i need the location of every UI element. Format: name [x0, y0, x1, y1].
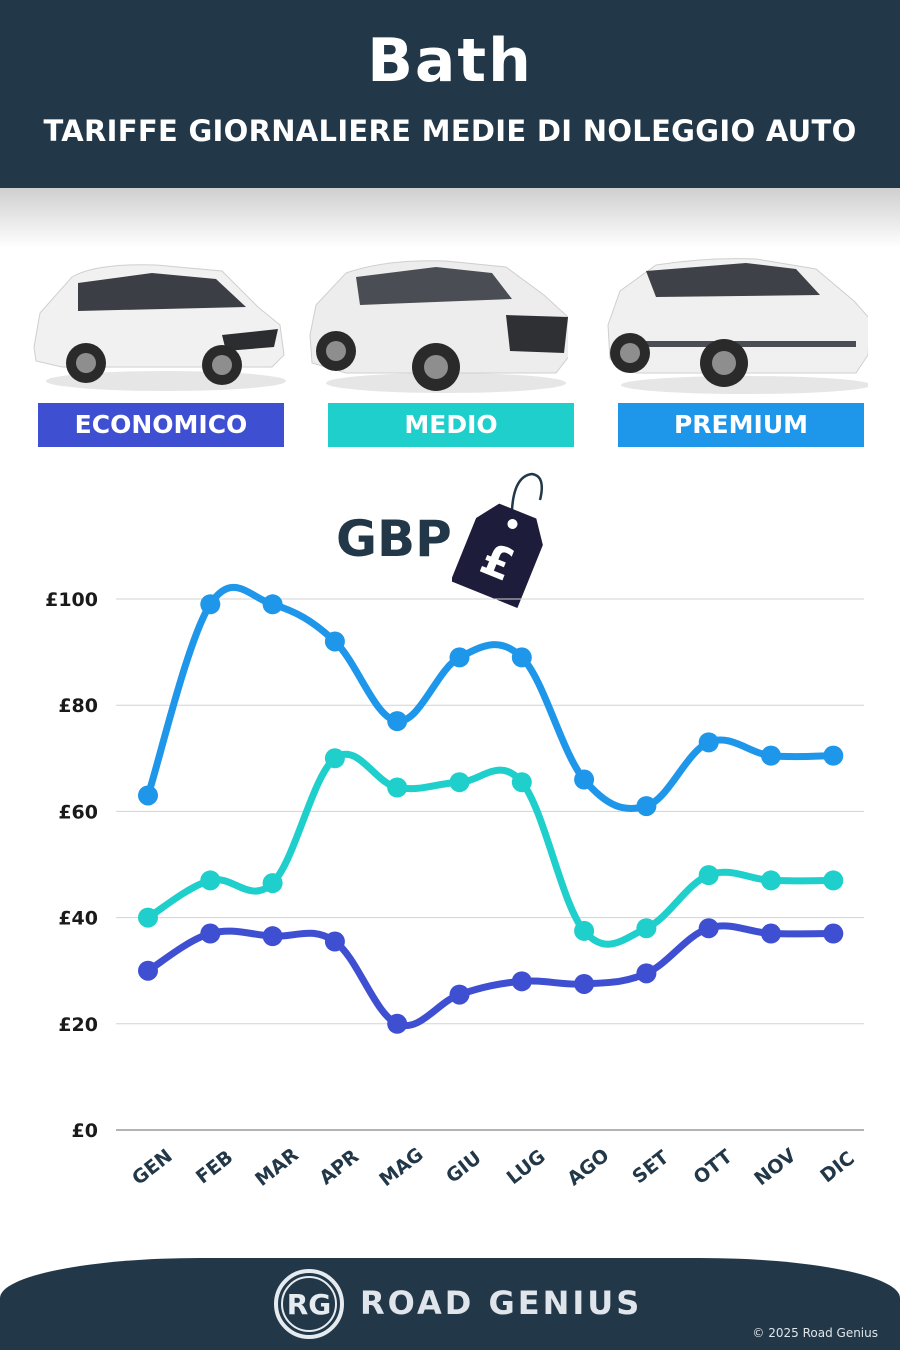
midsize-car-image — [309, 260, 568, 393]
data-point-economico — [574, 973, 595, 994]
data-point-economico — [449, 984, 470, 1005]
copyright: © 2025 Road Genius — [752, 1326, 878, 1340]
data-point-premium — [324, 631, 345, 652]
data-point-premium — [823, 745, 844, 766]
data-point-medio — [511, 772, 532, 793]
data-point-medio — [138, 907, 158, 928]
rate-chart: £0 £20 £40 £60 £80 £100 GEN FEB MAR APR MAG GIU LUG… — [45, 584, 864, 1191]
data-point-premium — [574, 769, 595, 790]
series-line-economico — [144, 922, 837, 1030]
subtitle: TARIFFE GIORNALIERE MEDIE DI NOLEGGIO AU… — [43, 114, 857, 148]
brand-name: ROAD GENIUS — [360, 1284, 643, 1322]
data-point-premium — [200, 594, 221, 615]
currency-label: GBP — [336, 510, 452, 568]
data-point-premium — [387, 711, 408, 732]
x-tick-label: GIU — [442, 1147, 486, 1188]
x-tick-label: MAG — [375, 1143, 427, 1191]
x-tick-label: LUG — [503, 1146, 550, 1189]
header-shadow — [0, 188, 900, 248]
data-point-economico — [823, 923, 844, 944]
data-point-medio — [574, 920, 595, 941]
data-point-medio — [698, 865, 719, 886]
data-point-medio — [823, 870, 844, 891]
data-point-medio — [636, 918, 657, 939]
economy-car-image — [33, 264, 286, 391]
category-label-economico: ECONOMICO — [38, 403, 284, 447]
data-point-premium — [761, 745, 781, 766]
x-tick-label: AGO — [563, 1144, 613, 1190]
data-point-economico — [761, 923, 781, 944]
data-point-economico — [262, 926, 283, 947]
category-label-medio: MEDIO — [328, 403, 574, 447]
x-tick-label: NOV — [750, 1144, 800, 1190]
series-line-medio — [144, 750, 837, 948]
x-axis-ticks: GEN FEB MAR APR MAG GIU LUG AGO SET OTT NOV DIC — [128, 1143, 859, 1191]
data-point-economico — [387, 1013, 408, 1034]
y-tick-label: £60 — [58, 801, 98, 823]
x-tick-label: SET — [628, 1146, 673, 1188]
data-point-economico — [636, 963, 657, 984]
data-point-economico — [511, 971, 532, 992]
header: Bath TARIFFE GIORNALIERE MEDIE DI NOLEGG… — [0, 0, 900, 188]
data-point-economico — [138, 960, 158, 981]
x-tick-label: OTT — [689, 1145, 736, 1189]
city-title: Bath — [367, 26, 533, 96]
premium-car-image — [607, 258, 868, 394]
data-point-medio — [761, 870, 781, 891]
data-point-premium — [511, 647, 532, 668]
grid-lines — [116, 598, 864, 1131]
y-tick-label: £0 — [72, 1120, 98, 1142]
data-point-medio — [200, 870, 221, 891]
footer: RG ROAD GENIUS © 2025 Road Genius — [0, 1258, 900, 1350]
x-tick-label: DIC — [816, 1147, 859, 1187]
price-tag-icon: £ — [452, 472, 543, 608]
x-tick-label: MAR — [251, 1144, 303, 1191]
data-point-medio — [262, 873, 283, 894]
road-genius-logo: RG — [274, 1269, 344, 1339]
y-tick-label: £20 — [58, 1014, 98, 1036]
y-tick-label: £80 — [58, 695, 98, 717]
x-tick-label: FEB — [192, 1146, 237, 1188]
category-label-premium: PREMIUM — [618, 403, 864, 447]
x-tick-label: GEN — [128, 1145, 177, 1190]
data-point-premium — [449, 647, 470, 668]
y-tick-label: £100 — [45, 589, 98, 611]
data-point-medio — [387, 777, 408, 798]
data-point-premium — [698, 732, 719, 753]
data-point-medio — [324, 748, 345, 769]
logo-text: RG — [287, 1288, 332, 1321]
data-point-medio — [449, 772, 470, 793]
data-point-premium — [262, 594, 283, 615]
data-point-premium — [138, 785, 158, 806]
y-axis-ticks: £0 £20 £40 £60 £80 £100 — [45, 589, 98, 1142]
data-point-economico — [200, 923, 221, 944]
y-tick-label: £40 — [58, 908, 98, 930]
series-lines — [138, 584, 844, 1034]
x-tick-label: APR — [315, 1145, 363, 1189]
data-point-premium — [636, 796, 657, 817]
data-point-economico — [324, 931, 345, 952]
data-point-economico — [698, 918, 719, 939]
footer-background — [0, 1258, 900, 1350]
